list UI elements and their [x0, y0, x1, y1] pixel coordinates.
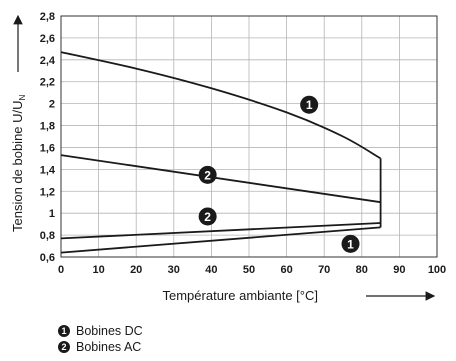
series-dc-lower-line [60, 226, 381, 254]
y-tick-label: 1,8 [40, 121, 55, 133]
series-dc-upper-line [60, 51, 382, 160]
y-tick-label: 1,6 [40, 142, 55, 154]
legend-label-dc: Bobines DC [76, 324, 143, 338]
y-tick-label: 1 [49, 208, 55, 220]
y-tick-label: 2,4 [40, 55, 56, 67]
axes [60, 15, 438, 258]
curve-marker-label: 1 [306, 98, 313, 112]
curve-marker-2: 2 [198, 165, 217, 184]
y-tick-label: 2,6 [40, 33, 55, 45]
y-tick-label: 2 [49, 99, 55, 111]
curve-marker-label: 1 [347, 237, 354, 251]
legend-item-ac: 2 Bobines AC [58, 339, 143, 355]
y-tick-label: 2,8 [40, 11, 55, 23]
y-tick-label: 1,2 [40, 186, 55, 198]
legend-label-ac: Bobines AC [76, 340, 142, 354]
series-markers: 1 2 2 1 [198, 95, 360, 253]
curve-marker-label: 2 [204, 210, 211, 224]
x-tick-label: 20 [130, 264, 142, 276]
y-tick-label: 0,8 [40, 230, 55, 242]
legend: 1 Bobines DC 2 Bobines AC [58, 323, 143, 355]
x-tick-label: 50 [243, 264, 255, 276]
x-tick-label: 0 [58, 264, 64, 276]
y-axis-title: Tension de bobine U/UN [10, 94, 27, 232]
y-tick-label: 2,2 [40, 77, 55, 89]
curve-marker-circle [198, 207, 217, 226]
curve-marker-2: 2 [198, 207, 217, 226]
x-axis-title: Température ambiante [°C] [163, 288, 319, 303]
curve-marker-circle [300, 95, 319, 114]
series-ac-lower-line [60, 222, 381, 240]
legend-badge-2: 2 [58, 341, 70, 353]
legend-item-dc: 1 Bobines DC [58, 323, 143, 339]
y-axis-title-main: Tension de bobine U/U [10, 100, 25, 232]
x-tick-label: 90 [393, 264, 405, 276]
legend-badge-1: 1 [58, 325, 70, 337]
plot-frame [60, 15, 438, 258]
series-ac-upper-line [60, 154, 381, 204]
curve-marker-1: 1 [341, 234, 360, 253]
curve-marker-circle [341, 234, 360, 253]
y-tick-label: 1,4 [40, 164, 56, 176]
x-tick-label: 10 [92, 264, 104, 276]
curve-marker-circle [198, 165, 217, 184]
x-tick-label: 60 [280, 264, 292, 276]
x-tick-label: 30 [168, 264, 180, 276]
x-tick-label: 70 [318, 264, 330, 276]
curve-marker-1: 1 [300, 95, 319, 114]
y-tick-label: 0,6 [40, 252, 55, 264]
series-lines [60, 51, 382, 254]
x-tick-label: 100 [428, 264, 446, 276]
curve-marker-label: 2 [204, 168, 211, 182]
x-tick-label: 40 [205, 264, 217, 276]
tick-labels: 0 10 20 30 40 50 60 70 80 90 100 0,6 0,8 1 1,2 1,4 1,6 1,… [40, 11, 446, 276]
x-tick-label: 80 [356, 264, 368, 276]
y-axis-title-subscript: N [18, 94, 27, 100]
axis-titles: Température ambiante [°C] Tension de bob… [10, 14, 436, 303]
